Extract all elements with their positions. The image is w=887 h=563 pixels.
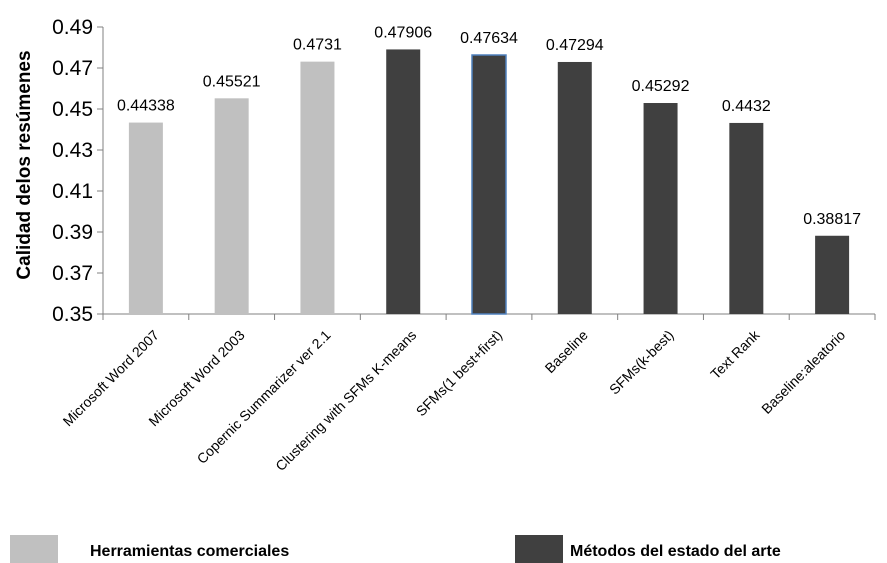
data-label: 0.47294 bbox=[546, 37, 604, 54]
bar bbox=[729, 122, 764, 314]
data-labels: 0.44338 0.45521 0.4731 0.47906 0.47634 0.4729… bbox=[117, 24, 861, 227]
bar bbox=[300, 61, 335, 314]
legend-label: Herramientas comerciales bbox=[90, 543, 289, 560]
data-label: 0.47906 bbox=[374, 24, 432, 41]
y-tick-label: 0.47 bbox=[52, 57, 93, 80]
bar bbox=[557, 61, 592, 315]
category-label: SFMs(k-best) bbox=[606, 327, 677, 398]
legend-label: Métodos del estado del arte bbox=[570, 543, 781, 560]
bar bbox=[214, 98, 249, 315]
legend-swatch bbox=[515, 535, 563, 563]
category-label: Clustering with SFMs K-means bbox=[272, 327, 419, 474]
data-label: 0.47634 bbox=[460, 30, 518, 47]
y-tick-label: 0.45 bbox=[52, 98, 93, 121]
category-label: Baseline:aleatorio bbox=[758, 327, 848, 417]
bar bbox=[386, 49, 421, 314]
data-label: 0.4432 bbox=[722, 98, 771, 115]
y-tick-label: 0.43 bbox=[52, 139, 93, 162]
y-tick-label: 0.41 bbox=[52, 180, 93, 203]
legend: Herramientas comerciales Métodos del esta… bbox=[10, 535, 781, 563]
category-label: Microsoft Word 2003 bbox=[145, 327, 248, 430]
bar bbox=[128, 122, 163, 314]
data-label: 0.4731 bbox=[293, 37, 342, 54]
category-label: Microsoft Word 2007 bbox=[60, 327, 163, 430]
legend-swatch bbox=[10, 535, 58, 563]
y-tick-label: 0.39 bbox=[52, 221, 93, 244]
category-label: SFMs(1 best+first) bbox=[413, 327, 505, 419]
category-label: Text Rank bbox=[707, 326, 763, 382]
data-label: 0.45292 bbox=[632, 78, 690, 95]
y-tick-label: 0.49 bbox=[52, 16, 93, 39]
y-axis-label: Calidad delos resúmenes bbox=[14, 50, 35, 279]
bar bbox=[471, 54, 507, 315]
y-tick-labels: 0.35 0.37 0.39 0.41 0.43 0.45 0.47 0.49 bbox=[52, 16, 93, 326]
y-tick-label: 0.37 bbox=[52, 262, 93, 285]
y-tick-label: 0.35 bbox=[52, 303, 93, 326]
data-label: 0.44338 bbox=[117, 98, 175, 115]
data-label: 0.38817 bbox=[803, 211, 861, 228]
bar bbox=[815, 235, 850, 314]
bars bbox=[128, 49, 850, 315]
data-label: 0.45521 bbox=[203, 73, 261, 90]
category-label: Baseline bbox=[542, 327, 591, 376]
bar bbox=[643, 103, 678, 314]
